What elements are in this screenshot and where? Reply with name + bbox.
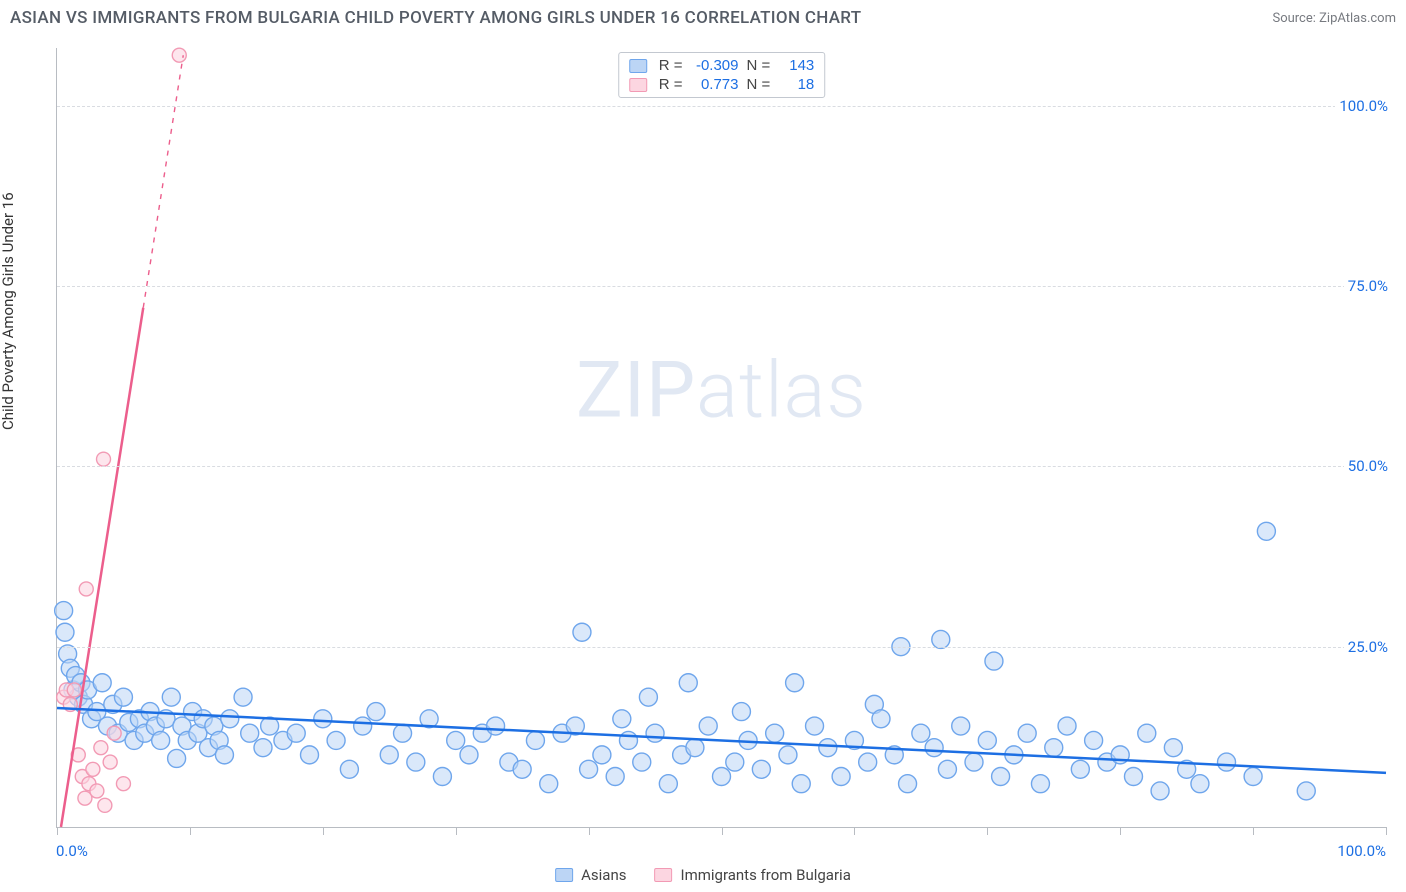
- legend-label: Asians: [581, 866, 626, 884]
- legend-n-value-1: 143: [778, 57, 814, 74]
- legend-n-label-1: N =: [747, 57, 771, 74]
- header-row: ASIAN VS IMMIGRANTS FROM BULGARIA CHILD …: [10, 8, 1396, 28]
- y-tick-label: 50.0%: [1344, 457, 1388, 475]
- legend-n-value-2: 18: [778, 76, 814, 93]
- y-tick-label: 75.0%: [1344, 277, 1388, 295]
- legend-label: Immigrants from Bulgaria: [680, 866, 850, 884]
- chart-svg: [57, 48, 1386, 827]
- legend-swatch-blue: [555, 868, 573, 882]
- plot-area: ZIPatlas R = -0.309 N = 143 R = 0.773 N …: [56, 48, 1386, 828]
- y-axis-label: Child Poverty Among Girls Under 16: [0, 192, 17, 430]
- legend-r-label-2: R =: [659, 76, 683, 93]
- y-tick-label: 100.0%: [1335, 97, 1388, 115]
- legend-item: Asians: [555, 866, 626, 884]
- legend-swatch-blue: [629, 59, 647, 73]
- x-axis-max-label: 100.0%: [1337, 842, 1386, 860]
- legend-swatch-pink: [654, 868, 672, 882]
- legend-r-value-1: -0.309: [691, 57, 739, 74]
- chart-title: ASIAN VS IMMIGRANTS FROM BULGARIA CHILD …: [10, 8, 861, 28]
- source-attribution: Source: ZipAtlas.com: [1272, 11, 1396, 26]
- series-legend: Asians Immigrants from Bulgaria: [555, 866, 851, 884]
- x-axis-origin-label: 0.0%: [56, 842, 88, 860]
- legend-swatch-pink: [629, 78, 647, 92]
- legend-r-value-2: 0.773: [691, 76, 739, 93]
- correlation-legend: R = -0.309 N = 143 R = 0.773 N = 18: [618, 52, 826, 98]
- y-tick-label: 25.0%: [1344, 638, 1388, 656]
- legend-n-label-2: N =: [747, 76, 771, 93]
- legend-r-label-1: R =: [659, 57, 683, 74]
- legend-item: Immigrants from Bulgaria: [654, 866, 850, 884]
